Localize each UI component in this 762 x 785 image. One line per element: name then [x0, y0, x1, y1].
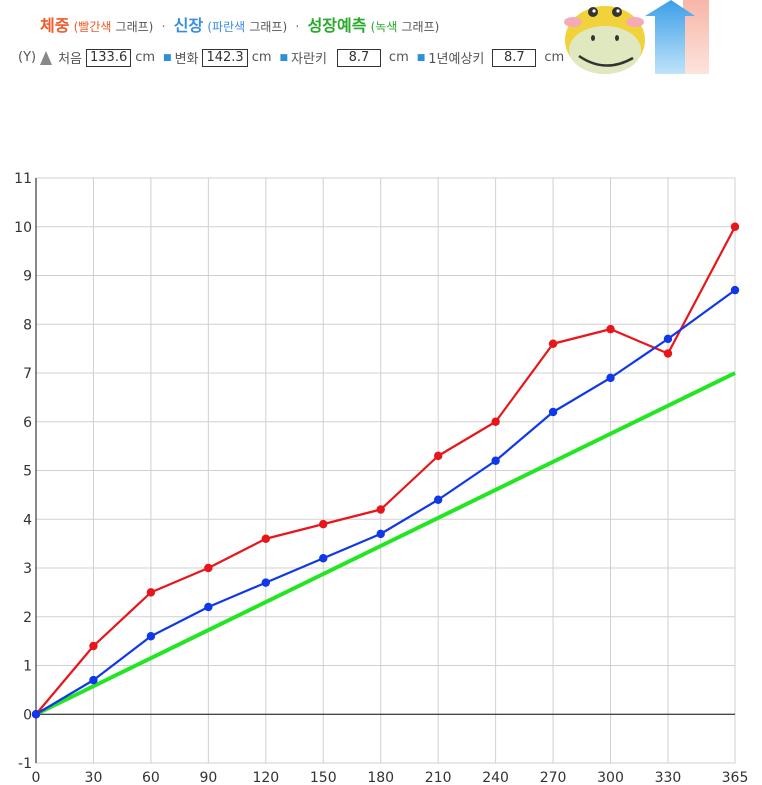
start-unit: cm — [135, 50, 156, 65]
series-0-point — [261, 534, 271, 543]
series-1-point — [261, 578, 271, 587]
x-tick-label: 365 — [722, 770, 749, 785]
start-label: 처음 — [58, 52, 83, 67]
series-1-point — [319, 554, 328, 563]
axes — [35, 178, 735, 763]
series-0-point — [663, 349, 673, 358]
series-0-point — [548, 339, 558, 348]
weight-legend-graph-word: 그래프) — [115, 20, 154, 34]
start-value-box: 133.6 — [86, 48, 132, 67]
series-0-point — [433, 451, 443, 461]
y-tick-label: 2 — [23, 610, 32, 626]
x-tick-label: 150 — [310, 770, 337, 785]
series-1-point — [433, 495, 443, 504]
x-tick-label: 0 — [32, 770, 41, 785]
change-label: 변화 — [174, 52, 199, 67]
series-0-point — [376, 505, 385, 514]
y-axis-marker: (Y) — [18, 50, 37, 65]
y-tick-label: 1 — [23, 659, 32, 675]
predict-label: 1년예상키 — [428, 52, 485, 67]
y-tick-label: 9 — [23, 269, 32, 285]
series-0-point — [319, 519, 328, 529]
height-legend-label: 신장 — [173, 16, 204, 35]
series-1-point — [31, 710, 41, 719]
x-tick-label: 240 — [482, 770, 509, 785]
y-tick-label: 6 — [23, 415, 32, 431]
x-tick-label: 120 — [252, 770, 279, 785]
legend-line: 체중 (빨간색 그래프) · 신장 (파란색 그래프) · 성장예측 (녹색 그… — [40, 12, 439, 36]
series-line-1 — [35, 289, 736, 716]
series-0-point — [730, 222, 740, 231]
series-1-point — [491, 456, 500, 465]
y-tick-label: 8 — [23, 317, 32, 333]
x-tick-label: 30 — [85, 770, 103, 785]
y-tick-label: -1 — [18, 756, 32, 772]
grown-label: 자란키 — [291, 52, 327, 67]
series-0-point — [146, 588, 156, 597]
series-0-point — [89, 641, 98, 651]
mascot-image — [564, 0, 709, 74]
series-1-point — [606, 373, 615, 383]
x-tick-label: 300 — [597, 770, 624, 785]
series-line-2 — [35, 371, 736, 717]
y-tick-label: 11 — [14, 171, 32, 187]
tick-labels: 0 30 60 90 120 150 180 210 240 270 300 330 365-10123… — [14, 171, 748, 785]
x-tick-label: 270 — [540, 770, 567, 785]
change-unit: cm — [251, 50, 272, 65]
series-1-point — [146, 632, 156, 641]
weight-legend-color-note: (빨간색 — [73, 20, 112, 34]
bullet-icon: ■ — [279, 52, 289, 63]
series-1-point — [548, 407, 558, 417]
up-arrow-icon — [40, 50, 53, 65]
height-legend-graph-word: 그래프) — [249, 20, 288, 34]
grown-unit: cm — [388, 50, 409, 65]
y-tick-label: 5 — [23, 464, 32, 480]
series-1-point — [204, 602, 213, 612]
series-1-point — [730, 285, 740, 295]
y-tick-label: 7 — [23, 366, 32, 382]
series-0-point — [491, 417, 500, 426]
series-1-point — [663, 334, 673, 344]
x-tick-label: 330 — [655, 770, 682, 785]
predict-unit: cm — [544, 50, 565, 65]
x-tick-label: 180 — [367, 770, 394, 785]
legend-separator: · — [295, 20, 300, 35]
chart-header: 체중 (빨간색 그래프) · 신장 (파란색 그래프) · 성장예측 (녹색 그… — [0, 0, 762, 110]
weight-legend-label: 체중 — [40, 16, 70, 35]
grid — [35, 177, 736, 764]
predict-value-box: 8.7 — [492, 48, 537, 67]
change-value-box: 142.3 — [202, 48, 248, 67]
growth-legend-label: 성장예측 — [307, 16, 367, 35]
grown-value-box: 8.7 — [336, 48, 381, 67]
legend-separator: · — [161, 20, 166, 35]
height-readout: (Y) 처음 133.6 cm ■ 변화 142.3 cm ■ 자란키 8.7 … — [18, 48, 564, 67]
bullet-icon: ■ — [416, 52, 426, 63]
growth-legend-graph-word: 그래프) — [401, 20, 440, 34]
y-tick-label: 4 — [23, 512, 32, 528]
x-tick-label: 60 — [142, 770, 160, 785]
growth-legend-color-note: (녹색 — [370, 20, 398, 34]
series-0-point — [204, 563, 213, 573]
series-0-point — [606, 324, 615, 334]
x-tick-label: 210 — [425, 770, 452, 785]
height-legend-color-note: (파란색 — [207, 20, 246, 34]
series — [31, 222, 740, 719]
series-1-point — [89, 675, 98, 685]
x-tick-label: 90 — [199, 770, 217, 785]
y-tick-label: 3 — [23, 561, 32, 577]
y-tick-label: 10 — [14, 220, 32, 236]
bullet-icon: ■ — [163, 52, 172, 63]
y-tick-label: 0 — [23, 707, 32, 723]
series-1-point — [376, 529, 385, 539]
